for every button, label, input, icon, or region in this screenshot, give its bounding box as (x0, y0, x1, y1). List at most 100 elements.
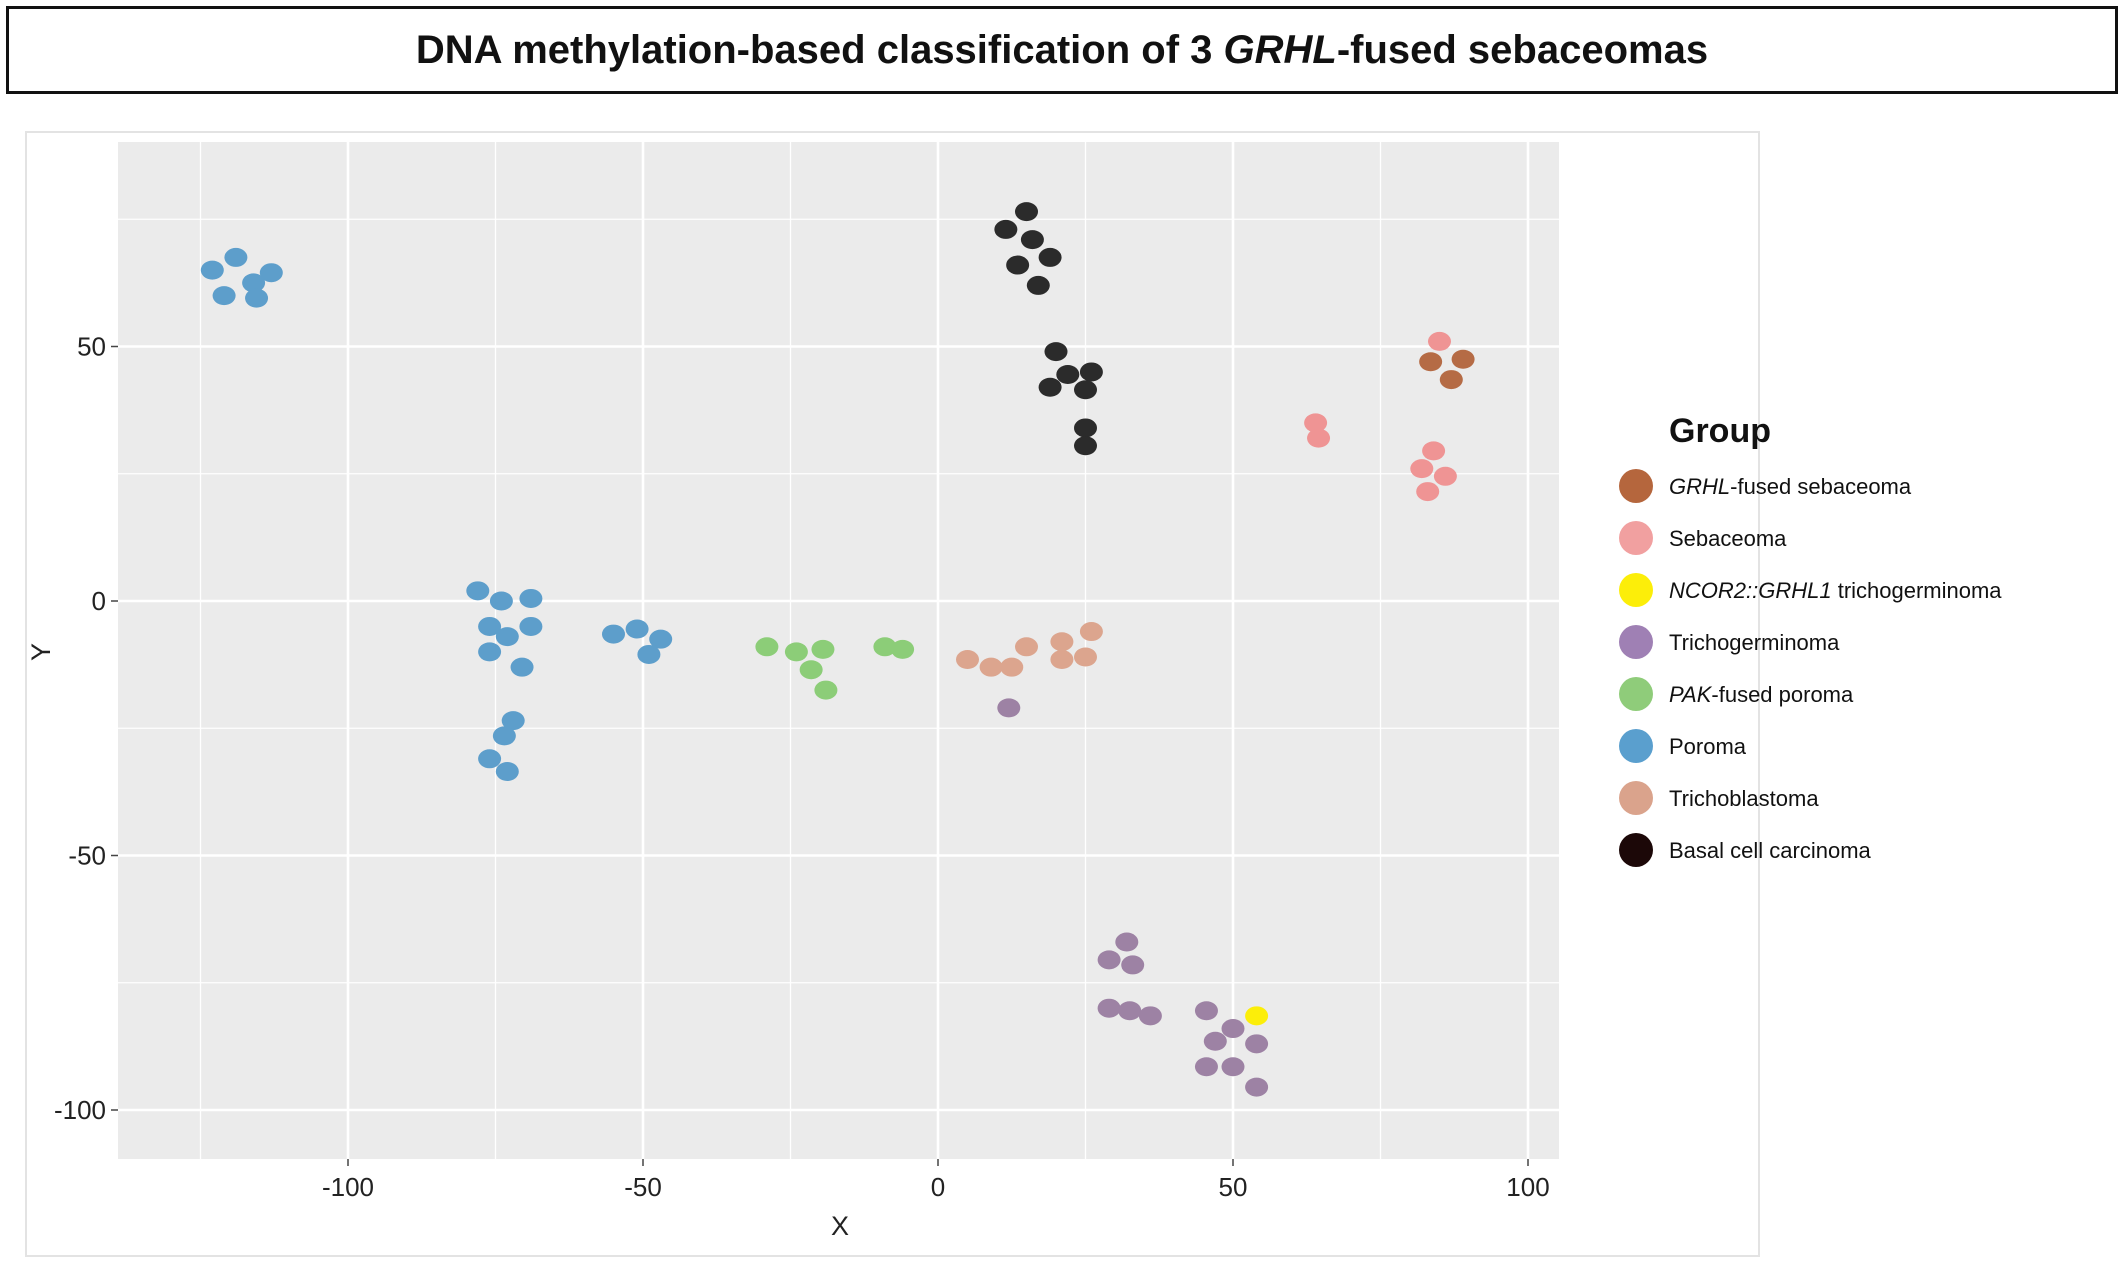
legend-key-bcc (1619, 833, 1653, 867)
x-tick-label: 0 (931, 1172, 945, 1202)
plot-panel (118, 142, 1559, 1159)
point-pak_poroma (799, 660, 823, 680)
point-trichoblastoma (1079, 622, 1103, 642)
point-poroma (259, 263, 283, 283)
point-poroma (492, 726, 516, 746)
legend-key-trichoblastoma (1619, 781, 1653, 815)
point-trichogerminoma (1203, 1031, 1227, 1051)
point-poroma (637, 644, 661, 664)
point-trichogerminoma (1097, 950, 1121, 970)
point-bcc (994, 219, 1018, 239)
point-trichogerminoma (1115, 932, 1139, 952)
point-sebaceoma (1422, 441, 1446, 461)
point-sebaceoma (1304, 413, 1328, 433)
point-pak_poroma (873, 637, 897, 657)
point-bcc (1020, 230, 1044, 250)
x-tick-label: -100 (322, 1172, 374, 1202)
legend-key-sebaceoma (1619, 521, 1653, 555)
point-bcc (1074, 418, 1097, 438)
chart-title-box: DNA methylation-based classification of … (6, 6, 2118, 94)
grid-layer (118, 142, 1559, 1159)
point-trichogerminoma (997, 698, 1021, 718)
point-poroma (649, 629, 673, 649)
y-tick-label: -100 (54, 1095, 106, 1125)
legend-key-pak_poroma (1619, 677, 1653, 711)
point-pak_poroma (814, 680, 838, 700)
legend-label-trichogerminoma: Trichogerminoma (1669, 630, 1840, 655)
point-bcc (1038, 247, 1062, 267)
point-trichogerminoma (1118, 1001, 1142, 1021)
point-pak_poroma (811, 639, 835, 659)
point-trichogerminoma (1245, 1077, 1269, 1097)
point-trichoblastoma (979, 657, 1003, 677)
chart-title-suffix: -fused sebaceomas (1336, 27, 1709, 72)
point-poroma (625, 619, 649, 639)
point-poroma (478, 616, 502, 636)
point-trichoblastoma (1074, 647, 1097, 667)
point-poroma (510, 657, 534, 677)
legend-key-grhl_sebaceoma (1619, 469, 1653, 503)
legend-key-ncor2_trichogerminoma (1619, 573, 1653, 607)
point-poroma (602, 624, 625, 644)
point-layer (200, 202, 1475, 1097)
point-bcc (1074, 436, 1097, 456)
point-trichoblastoma (956, 650, 979, 670)
x-tick-label: 50 (1219, 1172, 1248, 1202)
point-grhl_sebaceoma (1419, 352, 1443, 372)
point-trichogerminoma (1194, 1001, 1218, 1021)
point-grhl_sebaceoma (1439, 370, 1463, 390)
point-sebaceoma (1433, 466, 1457, 486)
plot-frame (25, 131, 1760, 1257)
point-trichogerminoma (1194, 1057, 1218, 1077)
point-sebaceoma (1416, 482, 1440, 502)
point-poroma (242, 273, 266, 293)
point-poroma (478, 642, 502, 662)
point-bcc (1015, 202, 1038, 222)
point-poroma (519, 616, 543, 636)
point-poroma (200, 260, 224, 280)
legend-label-sebaceoma: Sebaceoma (1669, 526, 1787, 551)
point-pak_poroma (755, 637, 779, 657)
point-bcc (1079, 362, 1103, 382)
point-bcc (1056, 364, 1080, 384)
x-axis-title: X (831, 1211, 849, 1241)
point-poroma (501, 711, 525, 731)
point-trichoblastoma (1015, 637, 1038, 657)
x-tick-label: -50 (624, 1172, 662, 1202)
chart-title: DNA methylation-based classification of … (416, 28, 1708, 73)
point-poroma (212, 286, 236, 306)
chart-title-italic: GRHL (1223, 27, 1337, 72)
point-sebaceoma (1307, 428, 1331, 448)
point-trichoblastoma (1050, 632, 1074, 652)
point-trichogerminoma (1221, 1057, 1245, 1077)
point-pak_poroma (784, 642, 808, 662)
chart-title-prefix: DNA methylation-based classification of … (415, 27, 1224, 72)
point-trichoblastoma (1000, 657, 1024, 677)
legend-label-trichoblastoma: Trichoblastoma (1669, 786, 1819, 811)
legend-key-trichogerminoma (1619, 625, 1653, 659)
point-poroma (224, 247, 248, 267)
point-ncor2_trichogerminoma (1245, 1006, 1269, 1026)
point-bcc (1074, 380, 1097, 400)
point-trichogerminoma (1097, 998, 1121, 1018)
y-tick-label: 50 (77, 332, 106, 362)
point-trichoblastoma (1050, 650, 1074, 670)
point-bcc (1044, 342, 1068, 362)
tick-layer: -100 -50 0 50 100 50 0 -50 -100 (54, 332, 1550, 1203)
y-tick-label: -50 (68, 841, 106, 871)
point-poroma (478, 749, 502, 769)
point-pak_poroma (891, 639, 915, 659)
point-sebaceoma (1428, 331, 1451, 351)
legend-label-poroma: Poroma (1669, 734, 1747, 759)
legend-label-ncor2_trichogerminoma: NCOR2::GRHL1 trichogerminoma (1669, 578, 2002, 603)
point-bcc (1026, 275, 1050, 295)
point-trichogerminoma (1245, 1034, 1269, 1054)
legend-key-poroma (1619, 729, 1653, 763)
point-trichogerminoma (1138, 1006, 1162, 1026)
legend-title: Group (1669, 412, 1771, 450)
legend-label-grhl_sebaceoma: GRHL-fused sebaceoma (1669, 474, 1912, 499)
point-bcc (1006, 255, 1030, 275)
point-trichogerminoma (1221, 1019, 1245, 1039)
point-bcc (1038, 377, 1062, 397)
y-tick-label: 0 (92, 586, 106, 616)
